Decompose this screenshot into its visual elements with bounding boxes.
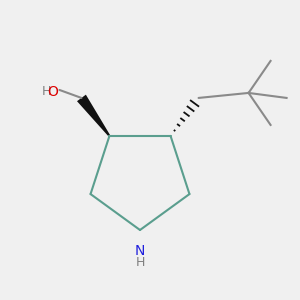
Text: O: O — [48, 85, 58, 99]
Polygon shape — [77, 95, 110, 136]
Text: H: H — [42, 85, 51, 98]
Text: N: N — [135, 244, 145, 258]
Text: H: H — [135, 256, 145, 269]
